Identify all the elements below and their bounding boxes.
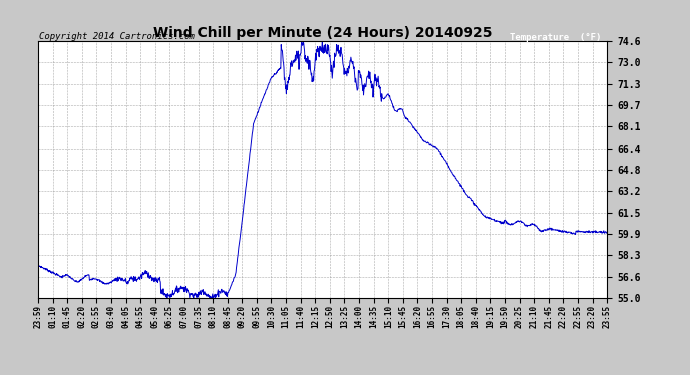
Text: Copyright 2014 Cartronics.com: Copyright 2014 Cartronics.com	[39, 32, 195, 41]
Text: Temperature  (°F): Temperature (°F)	[510, 33, 601, 42]
Title: Wind Chill per Minute (24 Hours) 20140925: Wind Chill per Minute (24 Hours) 2014092…	[152, 26, 493, 40]
